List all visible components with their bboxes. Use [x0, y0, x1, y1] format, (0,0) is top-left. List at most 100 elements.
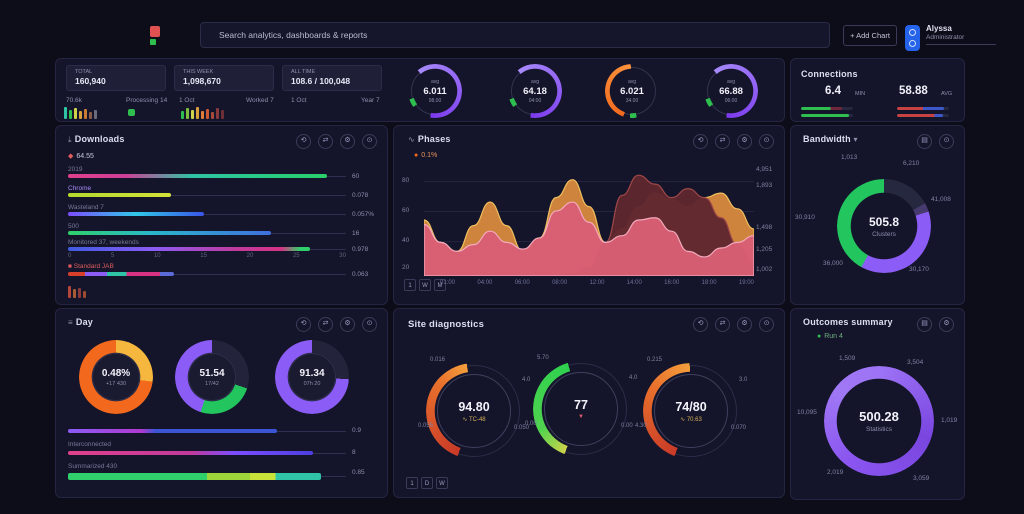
shuffle-icon[interactable]: ⇄	[318, 134, 333, 149]
donut-hole	[92, 353, 140, 401]
metric-label: 70.6k	[66, 97, 82, 104]
refresh-icon[interactable]: ⟲	[296, 134, 311, 149]
target-icon[interactable]: ⊙	[939, 134, 954, 149]
gauge-toplabel: avg	[627, 78, 637, 85]
bar-value: 0.978	[352, 246, 369, 253]
avatar-glyph-icon	[909, 29, 916, 36]
range-button[interactable]: W	[419, 279, 431, 291]
gauge-sublabel: 04:00	[528, 97, 542, 104]
search-input[interactable]	[200, 22, 830, 48]
stat-bar	[897, 107, 949, 110]
legend-dot-icon: ●	[817, 333, 822, 340]
legend-dot-icon: ◆	[68, 153, 74, 160]
range-button[interactable]: M	[434, 279, 446, 291]
refresh-icon[interactable]: ⟲	[296, 317, 311, 332]
metric-label: 1 Oct	[291, 97, 307, 104]
target-icon[interactable]: ⊙	[362, 317, 377, 332]
mini-bars	[68, 284, 88, 298]
target-icon[interactable]: ⊙	[362, 134, 377, 149]
avatar[interactable]	[905, 25, 920, 51]
segment-label: 10,095	[797, 409, 817, 416]
tab-label: THIS WEEK	[183, 69, 214, 75]
donut-chart	[837, 179, 931, 273]
panel-title[interactable]: Bandwidth ▾	[803, 134, 858, 144]
gear-icon[interactable]: ⚙	[340, 134, 355, 149]
bar	[68, 212, 346, 216]
stat-bar	[801, 114, 853, 117]
donut-value: 51.54	[199, 367, 225, 379]
gauge-center: 77 ▼	[544, 372, 618, 446]
donut-value: 500.28	[859, 409, 899, 424]
tab-total[interactable]: TOTAL 160,940	[66, 65, 166, 91]
gauge-sublabel: 06:00	[724, 97, 738, 104]
gear-icon[interactable]: ⚙	[340, 317, 355, 332]
refresh-icon[interactable]: ⟲	[693, 317, 708, 332]
gauge-value: 6.021	[620, 85, 644, 97]
donut-chart	[824, 366, 934, 476]
range-button[interactable]: D	[421, 477, 433, 489]
phases-panel: ∿ Phases ⟲ ⇄ ⚙ ⊙ ● 0.1% 80 60 40 20 4,951 …	[393, 125, 785, 305]
wave-icon: ∿	[408, 135, 415, 144]
bar-label: ■ Standard JAB	[68, 263, 114, 270]
gauge-tick-label: 0.00	[525, 421, 537, 427]
bar-value: 0.063	[352, 271, 369, 278]
gauge-arc	[408, 64, 462, 118]
mini-gauge: avg 6.021 34.00	[605, 64, 659, 118]
segment-label: 1,013	[841, 154, 858, 161]
bar-value: 0.078	[352, 192, 369, 199]
gear-icon[interactable]: ⚙	[737, 134, 752, 149]
gauge-arc	[605, 64, 659, 118]
bar	[68, 193, 346, 197]
panel-title: ⤓ Downloads	[68, 134, 125, 144]
area-chart	[423, 164, 755, 277]
donut-value: 505.8	[868, 214, 900, 229]
stat-label: AVG	[941, 91, 953, 97]
donut-hole	[288, 353, 336, 401]
range-button[interactable]: 1	[406, 477, 418, 489]
bar-label: Summarized 430	[68, 463, 118, 470]
tab-label: TOTAL	[75, 69, 93, 75]
y-axis-label: 40	[402, 237, 410, 244]
add-chart-button[interactable]: + Add Chart	[843, 25, 897, 46]
gauge-tick-label: 0.016	[430, 357, 446, 363]
status-dot	[128, 109, 135, 116]
mini-gauge: avg 66.88 06:00	[704, 64, 758, 118]
bar-label: Wasteland 7	[68, 204, 104, 211]
stat-label: MIN	[855, 91, 866, 97]
grid-icon[interactable]: ▤	[917, 317, 932, 332]
metric-sparkline	[181, 105, 226, 119]
bar-label: Monitored 37, weekends	[68, 239, 139, 246]
segment-label: 3,059	[913, 475, 930, 482]
refresh-icon[interactable]: ⟲	[693, 134, 708, 149]
target-icon[interactable]: ⊙	[759, 317, 774, 332]
shuffle-icon[interactable]: ⇄	[715, 134, 730, 149]
bar-label: Interconnected	[68, 441, 112, 448]
bar	[68, 247, 346, 251]
panel-legend: ● Run 4	[817, 333, 843, 340]
tab-this-week[interactable]: THIS WEEK 1,098,670	[174, 65, 274, 91]
shuffle-icon[interactable]: ⇄	[318, 317, 333, 332]
right-axis-label: 1,498	[756, 224, 773, 231]
donut-sublabel: 07h 20	[303, 380, 321, 387]
stat-value: 6.4	[825, 85, 841, 97]
gear-icon[interactable]: ⚙	[737, 317, 752, 332]
user-menu[interactable]: Alyssa Administrator	[926, 24, 996, 45]
gauge-toplabel: avg	[430, 78, 440, 85]
shuffle-icon[interactable]: ⇄	[715, 317, 730, 332]
gauge-sublabel: ∿ 70.63	[680, 416, 702, 423]
gauge-tick-label: 0.050	[514, 425, 530, 431]
donut-chart: 51.54 17/42	[175, 340, 249, 414]
range-button[interactable]: 1	[404, 279, 416, 291]
segment-label: 1,019	[941, 417, 958, 424]
gauge-tick-label: 3.0	[739, 377, 748, 383]
tab-all-time[interactable]: ALL TIME 108.6 / 100,048	[282, 65, 382, 91]
target-icon[interactable]: ⊙	[759, 134, 774, 149]
stat-bar	[801, 107, 853, 110]
range-button[interactable]: W	[436, 477, 448, 489]
grid-icon[interactable]: ▤	[917, 134, 932, 149]
bar-value: 0.85	[352, 469, 365, 476]
gauge-tick-label: 4.0	[522, 377, 531, 383]
avatar-glyph-icon	[909, 40, 916, 47]
gear-icon[interactable]: ⚙	[939, 317, 954, 332]
donut-value: 0.48%	[101, 367, 131, 379]
